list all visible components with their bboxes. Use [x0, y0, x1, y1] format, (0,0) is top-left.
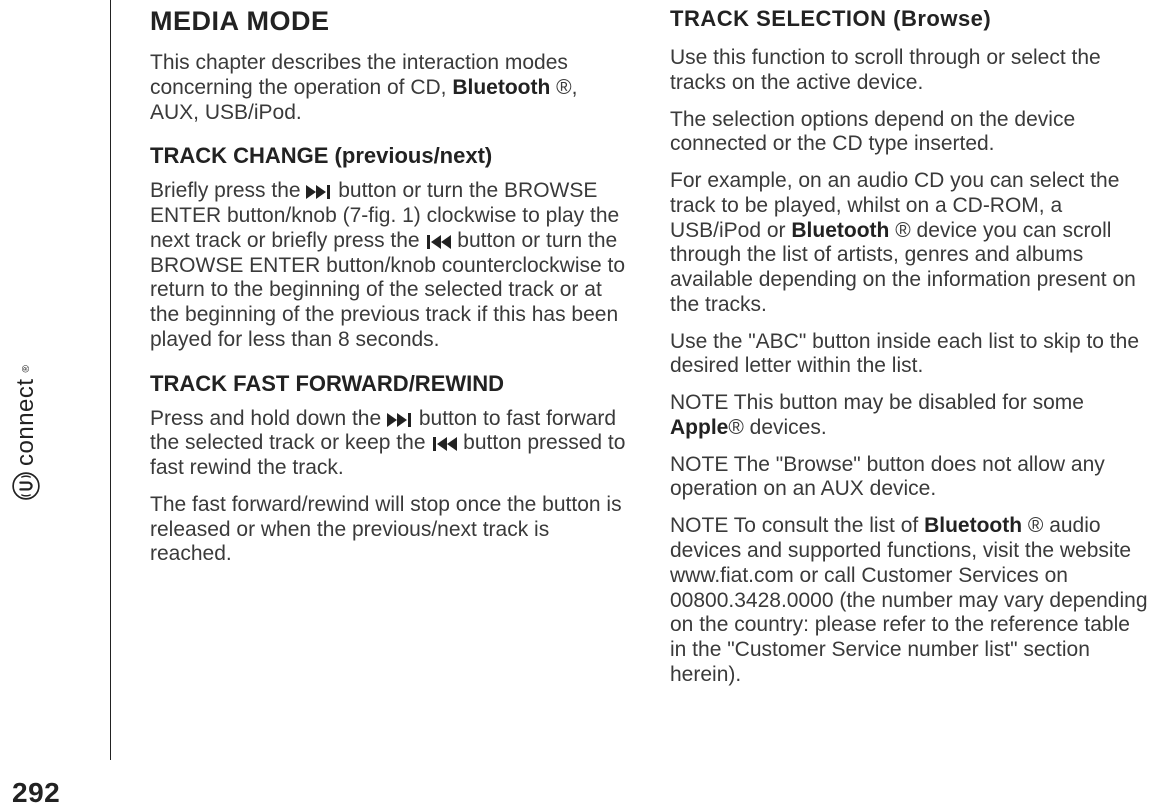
- brand-logo: connect®: [12, 365, 40, 500]
- right-column: TRACK SELECTION (Browse) Use this functi…: [670, 6, 1150, 700]
- r-p3: For example, on an audio CD you can sele…: [670, 169, 1150, 318]
- brand-text: connect: [12, 378, 40, 466]
- r-p5-bold: Apple: [670, 416, 728, 439]
- r-p3-bold: Bluetooth: [791, 219, 889, 242]
- forward-icon: [387, 413, 413, 427]
- r-p5-b: ® devices.: [728, 416, 826, 439]
- track-ffrw-body: Press and hold down the button to fast f…: [150, 407, 630, 481]
- forward-icon: [306, 185, 332, 199]
- media-mode-title: MEDIA MODE: [150, 6, 630, 37]
- r-p7: NOTE To consult the list of Bluetooth ® …: [670, 514, 1150, 687]
- r-p7-b: ® audio devices and supported functions,…: [670, 514, 1148, 686]
- content-columns: MEDIA MODE This chapter describes the in…: [150, 6, 1153, 700]
- r-p1: Use this function to scroll through or s…: [670, 46, 1150, 96]
- r-p6: NOTE The "Browse" button does not allow …: [670, 453, 1150, 503]
- intro-paragraph: This chapter describes the interaction m…: [150, 51, 630, 125]
- tc-a: Briefly press the: [150, 179, 306, 202]
- r-p5: NOTE This button may be disabled for som…: [670, 391, 1150, 441]
- intro-bold: Bluetooth: [452, 76, 550, 99]
- page-number: 292: [12, 777, 60, 809]
- r-p7-bold: Bluetooth: [924, 514, 1022, 537]
- r-p7-a: NOTE To consult the list of: [670, 514, 924, 537]
- r-p4: Use the "ABC" button inside each list to…: [670, 330, 1150, 380]
- rewind-icon: [425, 235, 451, 249]
- track-selection-title: TRACK SELECTION (Browse): [670, 6, 1150, 32]
- r-p5-a: NOTE This button may be disabled for som…: [670, 391, 1084, 414]
- page: connect® MEDIA MODE This chapter describ…: [0, 0, 1163, 811]
- track-change-title: TRACK CHANGE (previous/next): [150, 143, 630, 169]
- sidebar-rule: connect®: [50, 0, 111, 760]
- track-change-body: Briefly press the button or turn the BRO…: [150, 179, 630, 352]
- ff-a: Press and hold down the: [150, 407, 387, 430]
- track-ffrw-title: TRACK FAST FORWARD/REWIND: [150, 371, 630, 397]
- left-column: MEDIA MODE This chapter describes the in…: [150, 6, 630, 700]
- track-ffrw-p2: The fast forward/rewind will stop once t…: [150, 493, 630, 567]
- rewind-icon: [431, 437, 457, 451]
- r-p2: The selection options depend on the devi…: [670, 108, 1150, 158]
- uconnect-icon: [12, 472, 40, 500]
